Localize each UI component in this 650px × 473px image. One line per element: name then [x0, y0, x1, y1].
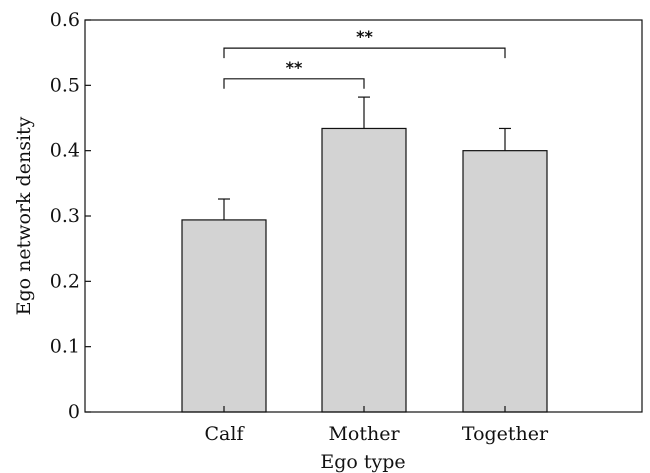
y-axis: 0 0.1 0.2 0.3 0.4 0.5 0.6 — [50, 9, 91, 423]
significance-bracket-0 — [223, 78, 365, 89]
y-tick-label-0: 0 — [68, 401, 80, 423]
significance-bracket-1 — [223, 47, 506, 59]
x-tick-label-together: Together — [462, 423, 549, 445]
y-axis-label: Ego network density — [13, 116, 35, 315]
y-tick-label-5: 0.5 — [50, 74, 80, 96]
bar-mother — [321, 127, 407, 413]
bar-together — [462, 150, 548, 413]
bar-calf — [181, 219, 267, 413]
y-tick-label-2: 0.2 — [50, 270, 80, 292]
bars-group — [181, 127, 548, 413]
x-tick-label-mother: Mother — [328, 423, 400, 445]
x-axis: Calf Mother Together — [205, 406, 549, 445]
y-tick-label-3: 0.3 — [50, 205, 80, 227]
error-bars-group — [218, 96, 511, 220]
y-tick-label-4: 0.4 — [50, 140, 80, 162]
significance-brackets: ** ** — [223, 27, 506, 89]
significance-label-1: ** — [356, 27, 373, 46]
y-tick-label-6: 0.6 — [50, 9, 80, 31]
x-axis-label: Ego type — [320, 451, 405, 473]
significance-label-0: ** — [286, 58, 303, 77]
x-tick-label-calf: Calf — [205, 423, 246, 445]
y-tick-label-1: 0.1 — [50, 336, 80, 358]
